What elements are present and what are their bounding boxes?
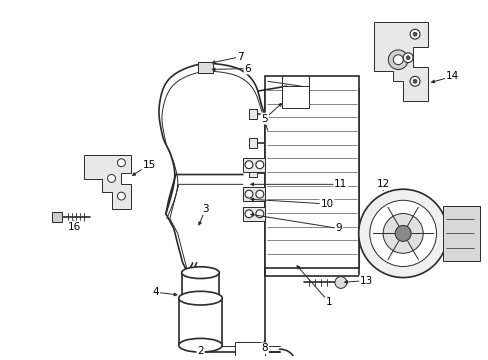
Ellipse shape [179, 338, 222, 352]
Circle shape [334, 276, 346, 288]
Bar [243, 187, 264, 201]
Bar [197, 62, 213, 73]
Text: 11: 11 [334, 179, 347, 189]
Circle shape [244, 210, 252, 218]
Circle shape [387, 50, 407, 69]
Circle shape [409, 29, 419, 39]
Text: 8: 8 [261, 343, 267, 353]
Text: 13: 13 [359, 275, 372, 285]
Circle shape [383, 213, 422, 253]
Circle shape [412, 32, 416, 36]
Text: 6: 6 [244, 63, 251, 73]
Circle shape [244, 161, 252, 168]
Circle shape [117, 192, 125, 200]
Text: 1: 1 [325, 297, 332, 307]
Bar [243, 207, 264, 221]
Circle shape [358, 189, 447, 278]
Circle shape [402, 53, 412, 63]
Text: 3: 3 [202, 204, 208, 214]
Text: 16: 16 [67, 221, 81, 231]
Circle shape [117, 159, 125, 167]
Ellipse shape [182, 267, 219, 279]
Text: 9: 9 [335, 224, 342, 234]
Bar [248, 138, 256, 148]
Bar [442, 206, 479, 261]
Bar [264, 76, 358, 268]
Circle shape [255, 190, 263, 198]
Text: 12: 12 [376, 179, 389, 189]
Text: 4: 4 [152, 287, 159, 297]
Bar [264, 89, 358, 276]
Text: 5: 5 [261, 113, 267, 123]
Circle shape [107, 175, 115, 183]
Circle shape [244, 190, 252, 198]
Circle shape [255, 161, 263, 168]
Text: 14: 14 [445, 71, 458, 81]
Text: 10: 10 [320, 199, 333, 209]
Text: 15: 15 [142, 160, 155, 170]
Polygon shape [83, 155, 131, 209]
Bar [52, 212, 62, 222]
Bar [182, 273, 219, 298]
Bar [235, 342, 264, 358]
Bar [248, 109, 256, 118]
Text: 7: 7 [236, 52, 243, 62]
Bar [248, 168, 256, 177]
Circle shape [394, 225, 410, 241]
Bar [179, 298, 222, 345]
Circle shape [406, 56, 409, 60]
Circle shape [369, 200, 436, 266]
Circle shape [392, 55, 402, 64]
Bar [281, 86, 308, 108]
Ellipse shape [179, 291, 222, 305]
Text: 2: 2 [197, 346, 203, 356]
Circle shape [409, 76, 419, 86]
Bar [243, 158, 264, 172]
Circle shape [255, 210, 263, 218]
Circle shape [412, 79, 416, 83]
Polygon shape [373, 22, 427, 101]
